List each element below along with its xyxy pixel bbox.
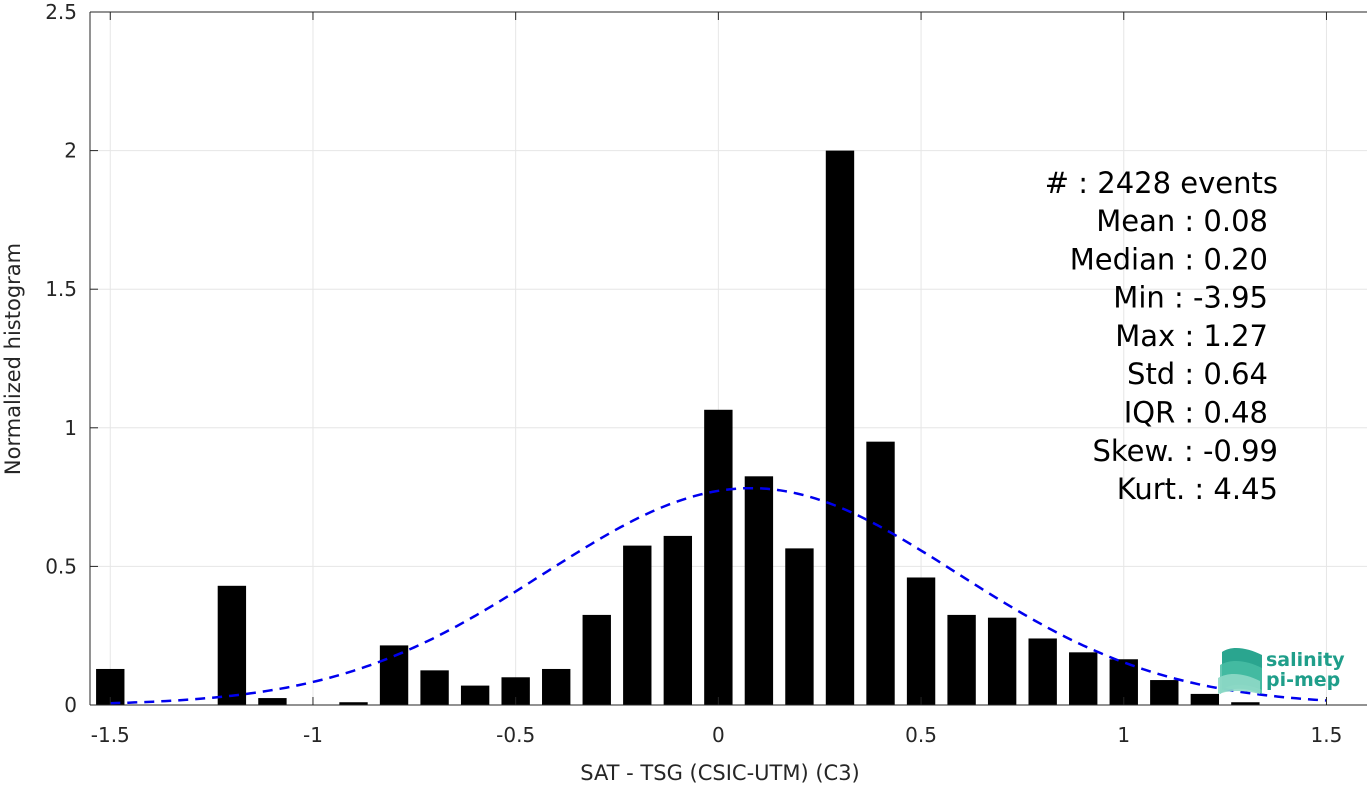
x-axis-title: SAT - TSG (CSIC-UTM) (C3)	[580, 761, 860, 785]
histogram-bar-27	[1190, 693, 1220, 705]
histogram-bar-12	[582, 614, 611, 705]
histogram-bar-23	[1028, 638, 1057, 705]
stats-line-1: Median : 0.20	[1070, 242, 1268, 276]
x-tick-label-3: 0	[712, 723, 725, 747]
stats-line-7: Kurt. : 4.45	[1117, 472, 1278, 506]
x-tick-label-0: -1.5	[91, 723, 130, 747]
salinity-pi-mep-logo: salinity pi-mep	[1218, 648, 1345, 694]
stats-line-4: Std : 0.64	[1127, 357, 1268, 391]
histogram-bar-14	[663, 535, 693, 705]
histogram-bar-11	[542, 668, 571, 705]
histogram-bar-3	[217, 585, 247, 705]
stats-line-0: Mean : 0.08	[1096, 204, 1268, 238]
histogram-bar-20	[906, 577, 936, 705]
y-tick-label-4: 2	[64, 139, 77, 163]
y-tick-label-5: 2.5	[45, 0, 77, 24]
y-tick-label-1: 0.5	[45, 554, 77, 578]
stats-box: # : 2428 events Mean : 0.08 Median : 0.20 M…	[1045, 166, 1278, 506]
x-tick-label-6: 1.5	[1311, 723, 1343, 747]
histogram-bar-18	[825, 150, 855, 706]
normal-fit-curve	[110, 486, 1327, 705]
histogram-bar-4	[258, 698, 287, 705]
histogram-bar-16	[744, 476, 774, 705]
histogram-bar-24	[1069, 652, 1098, 705]
histogram-bar-28	[1231, 702, 1260, 705]
normal-fit-line	[110, 486, 1327, 705]
stats-line-5: IQR : 0.48	[1124, 396, 1268, 430]
x-tick-label-4: 0.5	[905, 723, 937, 747]
histogram-bar-26	[1150, 680, 1179, 705]
stats-line-6: Skew. : -0.99	[1092, 434, 1278, 468]
stats-line-2: Min : -3.95	[1113, 281, 1268, 315]
logo-line-1: salinity	[1266, 649, 1345, 671]
stats-count: # : 2428 events	[1045, 166, 1278, 200]
histogram-bar-6	[339, 702, 368, 705]
y-tick-label-2: 1	[64, 416, 77, 440]
histogram-bar-15	[704, 409, 733, 705]
tick-labels: -1.5 -1 -0.5 0 0.5 1 1.5 0 0.5 1 1.5 2 2.5	[45, 0, 1342, 747]
histogram-bar-19	[866, 441, 895, 705]
x-tick-label-1: -1	[303, 723, 323, 747]
x-tick-label-5: 1	[1117, 723, 1130, 747]
histogram-bar-13	[623, 545, 652, 705]
histogram-bar-7	[379, 645, 409, 705]
y-axis-title: Normalized histogram	[1, 243, 25, 475]
y-tick-label-3: 1.5	[45, 277, 77, 301]
histogram-bar-22	[987, 617, 1017, 705]
x-tick-label-2: -0.5	[496, 723, 535, 747]
logo-line-2: pi-mep	[1266, 669, 1340, 691]
y-tick-label-0: 0	[64, 693, 77, 717]
histogram-bar-21	[947, 614, 976, 705]
axes-frame	[89, 11, 1367, 706]
histogram-bar-8	[420, 670, 449, 705]
wave-logo-icon	[1218, 648, 1262, 694]
histogram-bar-9	[460, 685, 490, 705]
histogram-bar-17	[785, 548, 814, 705]
stats-line-3: Max : 1.27	[1115, 319, 1268, 353]
